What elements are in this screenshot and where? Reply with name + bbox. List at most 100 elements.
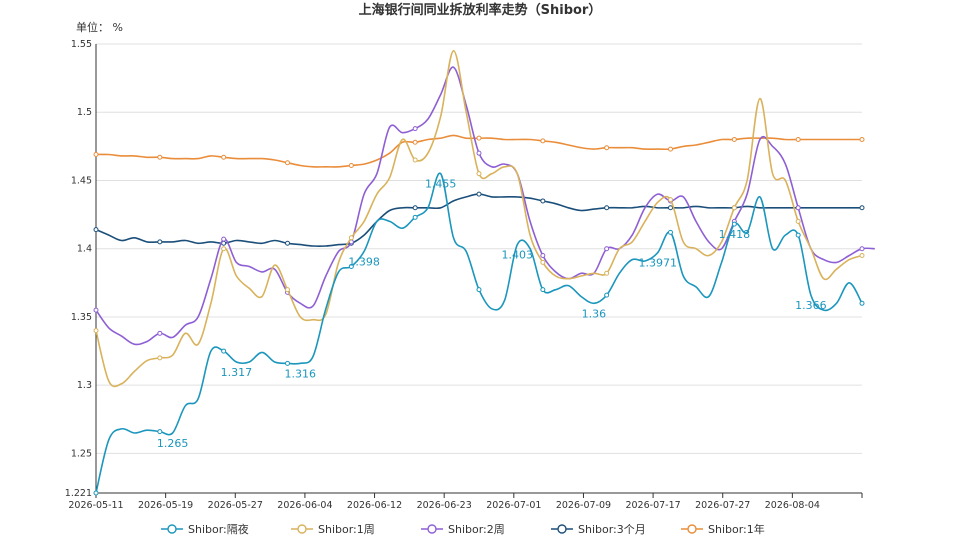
legend-marker-icon: [687, 524, 697, 534]
data-point: [476, 287, 482, 293]
gridlines: [96, 43, 862, 454]
series-line-0: [95, 172, 863, 494]
x-tick-label: 2026-06-12: [347, 500, 402, 511]
legend-item-3[interactable]: Shibor:3个月: [551, 523, 646, 536]
data-point: [93, 490, 99, 496]
legend-label: Shibor:2周: [448, 523, 505, 536]
data-point: [795, 137, 801, 143]
x-tick-label: 2026-05-19: [138, 500, 193, 511]
data-point: [221, 348, 227, 354]
data-point: [476, 171, 482, 177]
data-point: [859, 246, 865, 252]
data-label: 1.403: [502, 249, 534, 262]
data-label: 1.317: [221, 366, 253, 379]
data-point: [604, 246, 610, 252]
legend-marker-icon: [427, 524, 437, 534]
x-tick-label: 2026-07-09: [556, 500, 611, 511]
data-point: [412, 157, 418, 163]
x-tick-label: 2026-06-23: [417, 500, 472, 511]
data-point: [668, 197, 673, 203]
data-point: [668, 205, 673, 211]
data-point: [540, 138, 546, 144]
data-point: [348, 263, 354, 269]
data-point: [476, 191, 482, 197]
series-line-1: [95, 49, 863, 388]
data-point: [221, 236, 227, 242]
x-tick-label: 2026-07-27: [695, 500, 750, 511]
y-tick-label: 1.35: [71, 312, 92, 323]
data-point: [859, 205, 865, 211]
data-label: 1.316: [285, 367, 317, 380]
x-tick-label: 2026-07-01: [486, 500, 541, 511]
data-point: [476, 135, 482, 141]
data-point: [540, 287, 546, 293]
x-tick-label: 2026-07-17: [625, 500, 680, 511]
y-tick-label: 1.221: [65, 488, 92, 499]
data-label: 1.418: [719, 228, 751, 241]
legend-label: Shibor:1周: [318, 523, 375, 536]
data-point: [795, 232, 801, 238]
data-point: [348, 162, 354, 168]
data-point: [668, 146, 673, 152]
data-point: [540, 198, 546, 204]
data-point: [604, 270, 610, 276]
legend-marker-icon: [167, 524, 177, 534]
data-label: 1.366: [795, 299, 827, 312]
data-point: [93, 328, 99, 334]
legend-label: Shibor:1年: [708, 522, 765, 536]
data-labels: 1.265 1.317 1.316 1.398 1.455 1.403 1.36 1.3971…: [157, 178, 827, 450]
data-point: [285, 360, 290, 366]
data-point: [221, 154, 227, 160]
data-label: 1.455: [425, 178, 457, 191]
y-tick-label: 1.25: [71, 448, 92, 459]
x-tick-label: 2026-08-04: [765, 500, 820, 511]
x-tick-label: 2026-05-11: [68, 500, 123, 511]
data-label: 1.36: [582, 307, 607, 320]
y-tick-label: 1.3: [77, 380, 92, 391]
data-point: [540, 259, 546, 265]
axes: 1.221 1.25 1.3 1.35 1.4 1.45 1.5 1.55 2026-05-11…: [65, 39, 863, 511]
unit-label: 单位： %: [76, 20, 123, 34]
y-tick-label: 1.45: [71, 175, 92, 186]
data-point: [859, 253, 865, 259]
chart-title: 上海银行间同业拆放利率走势（Shibor）: [359, 2, 602, 18]
series-lines: [93, 49, 875, 496]
data-point: [476, 150, 482, 156]
data-point: [412, 205, 418, 211]
data-point: [93, 307, 99, 313]
data-point: [285, 287, 290, 293]
y-tick-label: 1.55: [71, 39, 92, 50]
data-label: 1.265: [157, 437, 189, 450]
data-point: [348, 235, 354, 241]
data-point: [412, 214, 418, 220]
data-point: [157, 429, 163, 435]
legend-item-4[interactable]: Shibor:1年: [681, 522, 765, 536]
data-point: [93, 152, 99, 158]
data-point: [604, 205, 610, 211]
data-label: 1.398: [348, 255, 380, 268]
legend-item-1[interactable]: Shibor:1周: [291, 523, 375, 536]
data-point: [157, 355, 163, 361]
x-tick-label: 2026-05-27: [208, 500, 263, 511]
legend-item-0[interactable]: Shibor:隔夜: [161, 522, 249, 536]
legend-marker-icon: [557, 524, 567, 534]
data-point: [93, 227, 99, 233]
legend-item-2[interactable]: Shibor:2周: [421, 523, 505, 536]
data-point: [731, 221, 737, 227]
data-point: [285, 240, 290, 246]
y-tick-label: 1.5: [77, 107, 92, 118]
data-point: [285, 160, 290, 166]
data-point: [859, 137, 865, 143]
legend-label: Shibor:隔夜: [188, 522, 249, 536]
data-point: [157, 330, 163, 336]
legend-label: Shibor:3个月: [578, 523, 646, 536]
y-tick-label: 1.4: [77, 244, 92, 255]
data-point: [731, 205, 737, 211]
data-point: [795, 205, 801, 211]
x-tick-label: 2026-06-04: [277, 500, 332, 511]
data-point: [795, 218, 801, 224]
data-point: [412, 139, 418, 145]
data-point: [157, 239, 163, 245]
data-point: [731, 137, 737, 143]
